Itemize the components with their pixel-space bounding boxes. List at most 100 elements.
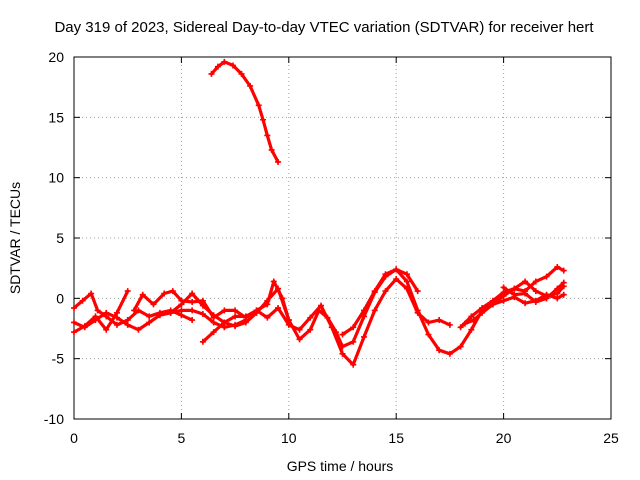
data-point	[500, 297, 507, 304]
y-axis-label: SDTVAR / TECUs	[7, 182, 23, 294]
x-tick-label: 20	[496, 430, 512, 446]
data-point	[554, 285, 561, 292]
data-point	[403, 278, 410, 285]
data-point	[124, 288, 131, 295]
data-point	[210, 312, 217, 319]
data-point	[560, 279, 567, 286]
data-point	[489, 301, 496, 308]
data-point	[229, 62, 236, 69]
data-point	[446, 350, 453, 357]
data-point	[350, 338, 357, 345]
data-point	[371, 307, 378, 314]
data-point	[189, 290, 196, 297]
data-point	[270, 278, 277, 285]
data-point	[71, 304, 77, 311]
data-point	[81, 323, 88, 330]
data-point	[318, 302, 325, 309]
data-point	[543, 295, 550, 302]
data-point	[296, 326, 303, 333]
data-point	[71, 329, 77, 336]
data-point	[425, 319, 432, 326]
data-point	[131, 307, 138, 314]
data-point	[214, 63, 221, 70]
data-point	[238, 70, 245, 77]
data-point	[522, 290, 529, 297]
data-point	[268, 146, 275, 153]
data-point	[382, 271, 389, 278]
data-point	[470, 317, 477, 324]
data-point	[178, 301, 185, 308]
data-point	[135, 326, 142, 333]
axis-ticks: 0 5 10 15 20 25 -10 -5 0 5 10 15 20	[44, 49, 619, 446]
data-point	[511, 285, 518, 292]
data-point	[350, 324, 357, 331]
data-point	[275, 285, 282, 292]
data-point	[178, 307, 185, 314]
data-point	[189, 317, 196, 324]
data-point	[156, 312, 163, 319]
data-point	[425, 331, 432, 338]
data-point	[560, 291, 567, 298]
data-point	[296, 336, 303, 343]
data-point	[307, 314, 314, 321]
x-tick-label: 25	[603, 430, 619, 446]
data-point	[360, 307, 367, 314]
data-point	[393, 266, 400, 273]
data-point	[146, 313, 153, 320]
data-point	[264, 132, 271, 139]
data-point	[371, 288, 378, 295]
data-point	[169, 288, 176, 295]
data-point	[103, 326, 110, 333]
data-point	[167, 309, 174, 316]
data-point	[457, 324, 464, 331]
grid	[74, 57, 611, 419]
data-point	[285, 321, 292, 328]
data-point	[554, 295, 561, 302]
data-point	[461, 320, 468, 327]
y-tick-label: 15	[48, 109, 64, 125]
data-point	[403, 271, 410, 278]
data-point	[255, 102, 262, 109]
data-point	[208, 70, 215, 77]
data-point	[221, 58, 228, 65]
data-point	[468, 326, 475, 333]
data-point	[199, 302, 206, 309]
data-point	[457, 343, 464, 350]
data-point	[94, 307, 101, 314]
data-point	[522, 278, 529, 285]
data-point	[150, 301, 157, 308]
data-point	[103, 309, 110, 316]
data-point	[79, 297, 86, 304]
y-tick-label: -5	[52, 351, 65, 367]
data-point	[161, 290, 168, 297]
y-tick-label: 10	[48, 170, 64, 186]
x-axis-label: GPS time / hours	[287, 458, 394, 474]
data-point	[210, 329, 217, 336]
data-point	[264, 297, 271, 304]
data-point	[328, 324, 335, 331]
data-point	[436, 317, 443, 324]
x-tick-label: 0	[70, 430, 78, 446]
data-point	[139, 291, 146, 298]
data-point	[339, 331, 346, 338]
data-point	[532, 288, 539, 295]
data-point	[113, 309, 120, 316]
data-traces	[71, 58, 567, 368]
x-tick-label: 5	[178, 430, 186, 446]
data-point	[511, 291, 518, 298]
data-point	[339, 350, 346, 357]
data-point	[146, 319, 153, 326]
data-point	[71, 319, 77, 326]
data-point	[414, 288, 421, 295]
data-point	[554, 263, 561, 270]
data-point	[532, 278, 539, 285]
data-point	[88, 290, 95, 297]
data-point	[522, 300, 529, 307]
data-point	[307, 326, 314, 333]
data-point	[124, 321, 131, 328]
data-point	[479, 309, 486, 316]
x-tick-label: 15	[388, 430, 404, 446]
data-point	[560, 267, 567, 274]
series-trace-c	[72, 289, 130, 334]
